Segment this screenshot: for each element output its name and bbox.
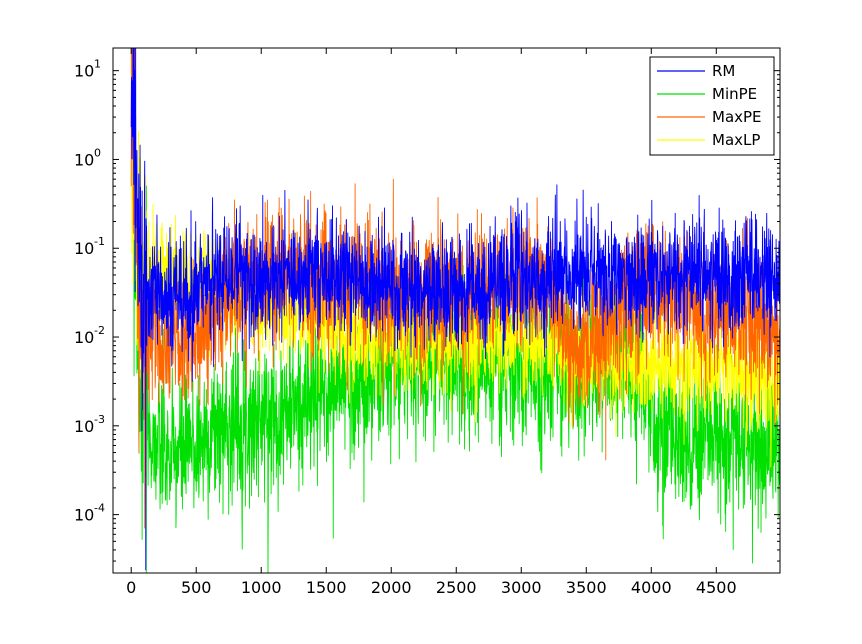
- y-tick-label: 10 -4: [74, 502, 105, 525]
- y-tick-label: 10 -3: [74, 413, 105, 436]
- y-tick-label-exponent: -2: [94, 324, 105, 337]
- y-tick-label-base: 10: [74, 239, 94, 258]
- x-tick-label: 500: [181, 578, 212, 597]
- x-axis: 0 500 1000 1500 2000 2500 3000 3500 4000 4500: [126, 48, 737, 597]
- y-tick-label-exponent: 1: [94, 58, 101, 71]
- legend: RM MinPE MaxPE MaxLP: [649, 56, 775, 156]
- y-tick-label: 10 -1: [74, 235, 105, 258]
- y-tick-label-base: 10: [74, 150, 94, 169]
- x-tick-label: 2000: [371, 578, 412, 597]
- legend-label-maxpe: MaxPE: [712, 108, 762, 126]
- x-tick-label: 4000: [631, 578, 672, 597]
- legend-label-rm: RM: [712, 62, 735, 80]
- x-tick-label: 2500: [436, 578, 477, 597]
- legend-box: [649, 56, 775, 156]
- series-layer: [130, 48, 780, 573]
- y-tick-label-base: 10: [74, 62, 94, 81]
- y-tick-label-base: 10: [74, 506, 94, 525]
- x-tick-label: 3500: [566, 578, 607, 597]
- y-tick-label-exponent: 0: [94, 146, 101, 159]
- legend-label-maxlp: MaxLP: [712, 131, 760, 149]
- x-tick-label: 4500: [696, 578, 737, 597]
- y-tick-label: 10 1: [74, 58, 101, 81]
- y-tick-label-base: 10: [74, 417, 94, 436]
- y-tick-label: 10 -2: [74, 324, 105, 347]
- x-tick-label: 0: [126, 578, 136, 597]
- y-tick-label: 10 0: [74, 146, 101, 169]
- y-tick-label-base: 10: [74, 328, 94, 347]
- x-tick-label: 1000: [241, 578, 282, 597]
- x-tick-label: 1500: [306, 578, 347, 597]
- series-line-rm: [130, 48, 780, 571]
- y-tick-label-exponent: -4: [94, 502, 105, 515]
- legend-label-minpe: MinPE: [712, 85, 757, 103]
- y-tick-label-exponent: -3: [94, 413, 105, 426]
- x-tick-label: 3000: [501, 578, 542, 597]
- y-tick-label-exponent: -1: [94, 235, 105, 248]
